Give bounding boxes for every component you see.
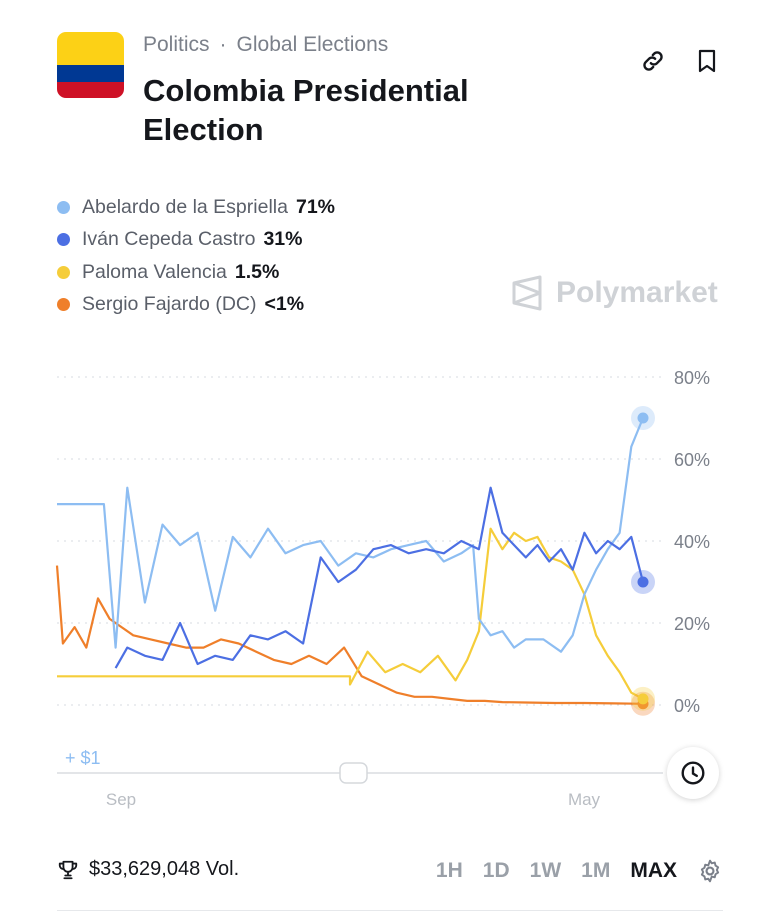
legend-item: Sergio Fajardo (DC) <1% [57, 289, 335, 322]
x-tick-label: Sep [106, 790, 136, 809]
legend-dot [57, 265, 70, 279]
legend-name: Abelardo de la Espriella [82, 195, 288, 218]
legend-dot [57, 233, 70, 247]
bet-amount-label: + $1 [65, 748, 101, 768]
legend-value: 1.5% [234, 260, 280, 283]
y-tick-label: 0% [674, 696, 700, 716]
polymarket-watermark: Polymarket [510, 275, 718, 311]
range-1m-button[interactable]: 1M [581, 859, 611, 882]
legend-name: Iván Cepeda Castro [82, 228, 256, 251]
series-line [57, 417, 645, 653]
series-line [55, 565, 644, 705]
trophy-icon [57, 859, 79, 881]
time-range-selector: 1H 1D 1W 1M MAX [416, 858, 723, 884]
breadcrumb-category[interactable]: Politics [143, 33, 210, 56]
series-end-point [637, 576, 649, 588]
breadcrumb-subcategory[interactable]: Global Elections [236, 33, 389, 56]
colombia-flag-icon [57, 32, 124, 98]
range-1h-button[interactable]: 1H [435, 859, 463, 882]
legend-dot [57, 200, 70, 214]
legend-item: Abelardo de la Espriella 71% [57, 191, 335, 224]
y-tick-label: 40% [674, 532, 710, 552]
copy-link-button[interactable] [637, 45, 669, 77]
chart-settings-button[interactable] [697, 858, 723, 884]
polymarket-logo-icon [512, 275, 542, 311]
y-tick-label: 60% [674, 450, 710, 470]
bookmark-button[interactable] [691, 45, 723, 77]
history-button[interactable] [667, 747, 719, 799]
legend-name: Sergio Fajardo (DC) [82, 293, 257, 316]
page-title: Colombia Presidential Election [143, 73, 469, 147]
range-max-button[interactable]: MAX [630, 859, 677, 882]
breadcrumb: Politics · Global Elections [143, 33, 388, 57]
link-icon [643, 51, 663, 71]
range-1w-button[interactable]: 1W [529, 859, 562, 882]
gear-icon [700, 859, 720, 883]
series-end-point [637, 412, 649, 424]
watermark-text: Polymarket [556, 276, 718, 309]
time-slider-handle[interactable] [339, 762, 368, 784]
legend-item: Paloma Valencia 1.5% [57, 256, 335, 289]
x-tick-label: May [568, 790, 601, 809]
y-tick-label: 20% [674, 614, 710, 634]
legend-dot [57, 298, 70, 312]
bookmark-icon [698, 49, 716, 73]
divider [57, 910, 723, 911]
series-line [114, 486, 645, 669]
legend-item: Iván Cepeda Castro 31% [57, 224, 335, 257]
series-line [57, 527, 644, 700]
volume-info: $33,629,048 Vol. [57, 858, 239, 881]
range-1d-button[interactable]: 1D [482, 859, 510, 882]
chart-legend: Abelardo de la Espriella 71% Iván Cepeda … [57, 191, 335, 321]
volume-text: $33,629,048 Vol. [89, 858, 240, 880]
legend-value: <1% [264, 293, 305, 316]
breadcrumb-separator: · [219, 33, 227, 56]
legend-value: 31% [263, 228, 303, 251]
legend-name: Paloma Valencia [82, 260, 227, 283]
clock-icon [681, 761, 705, 785]
series-end-point [637, 693, 649, 705]
legend-value: 71% [295, 195, 335, 218]
y-tick-label: 80% [674, 368, 710, 388]
